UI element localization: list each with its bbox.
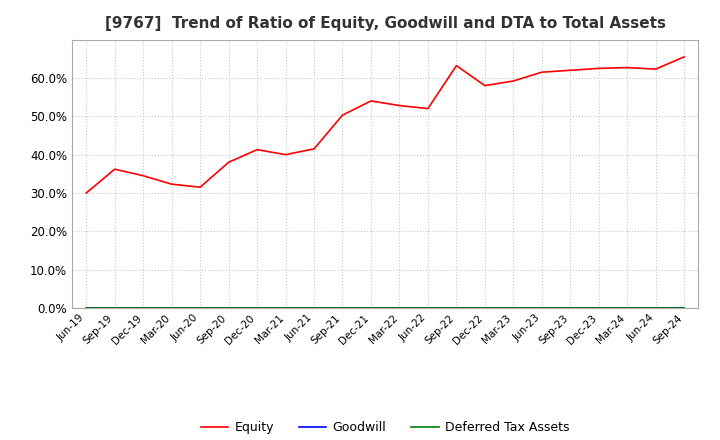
Deferred Tax Assets xyxy=(566,305,575,311)
Title: [9767]  Trend of Ratio of Equity, Goodwill and DTA to Total Assets: [9767] Trend of Ratio of Equity, Goodwil… xyxy=(104,16,666,32)
Goodwill xyxy=(680,305,688,311)
Deferred Tax Assets xyxy=(139,305,148,311)
Deferred Tax Assets xyxy=(110,305,119,311)
Deferred Tax Assets xyxy=(595,305,603,311)
Equity xyxy=(595,66,603,71)
Deferred Tax Assets xyxy=(282,305,290,311)
Equity xyxy=(253,147,261,152)
Goodwill xyxy=(595,305,603,311)
Legend: Equity, Goodwill, Deferred Tax Assets: Equity, Goodwill, Deferred Tax Assets xyxy=(196,416,575,439)
Goodwill xyxy=(366,305,375,311)
Deferred Tax Assets xyxy=(225,305,233,311)
Equity xyxy=(452,63,461,68)
Deferred Tax Assets xyxy=(253,305,261,311)
Goodwill xyxy=(338,305,347,311)
Equity xyxy=(395,103,404,108)
Deferred Tax Assets xyxy=(480,305,489,311)
Deferred Tax Assets xyxy=(652,305,660,311)
Deferred Tax Assets xyxy=(167,305,176,311)
Goodwill xyxy=(566,305,575,311)
Goodwill xyxy=(395,305,404,311)
Equity xyxy=(282,152,290,157)
Goodwill xyxy=(623,305,631,311)
Goodwill xyxy=(82,305,91,311)
Equity xyxy=(423,106,432,111)
Deferred Tax Assets xyxy=(452,305,461,311)
Equity xyxy=(196,185,204,190)
Deferred Tax Assets xyxy=(623,305,631,311)
Equity xyxy=(310,146,318,151)
Equity xyxy=(366,98,375,103)
Deferred Tax Assets xyxy=(509,305,518,311)
Equity xyxy=(82,191,91,196)
Deferred Tax Assets xyxy=(395,305,404,311)
Goodwill xyxy=(537,305,546,311)
Goodwill xyxy=(310,305,318,311)
Deferred Tax Assets xyxy=(537,305,546,311)
Deferred Tax Assets xyxy=(310,305,318,311)
Equity xyxy=(480,83,489,88)
Deferred Tax Assets xyxy=(338,305,347,311)
Goodwill xyxy=(167,305,176,311)
Deferred Tax Assets xyxy=(423,305,432,311)
Line: Equity: Equity xyxy=(86,57,684,193)
Equity xyxy=(566,68,575,73)
Equity xyxy=(167,182,176,187)
Equity xyxy=(623,65,631,70)
Equity xyxy=(225,160,233,165)
Equity xyxy=(537,70,546,75)
Goodwill xyxy=(253,305,261,311)
Goodwill xyxy=(452,305,461,311)
Goodwill xyxy=(652,305,660,311)
Deferred Tax Assets xyxy=(82,305,91,311)
Equity xyxy=(652,66,660,72)
Goodwill xyxy=(225,305,233,311)
Deferred Tax Assets xyxy=(366,305,375,311)
Goodwill xyxy=(196,305,204,311)
Goodwill xyxy=(139,305,148,311)
Equity xyxy=(110,167,119,172)
Goodwill xyxy=(509,305,518,311)
Goodwill xyxy=(282,305,290,311)
Equity xyxy=(509,78,518,84)
Goodwill xyxy=(480,305,489,311)
Deferred Tax Assets xyxy=(680,305,688,311)
Goodwill xyxy=(110,305,119,311)
Goodwill xyxy=(423,305,432,311)
Deferred Tax Assets xyxy=(196,305,204,311)
Equity xyxy=(139,173,148,178)
Equity xyxy=(680,54,688,59)
Equity xyxy=(338,113,347,118)
